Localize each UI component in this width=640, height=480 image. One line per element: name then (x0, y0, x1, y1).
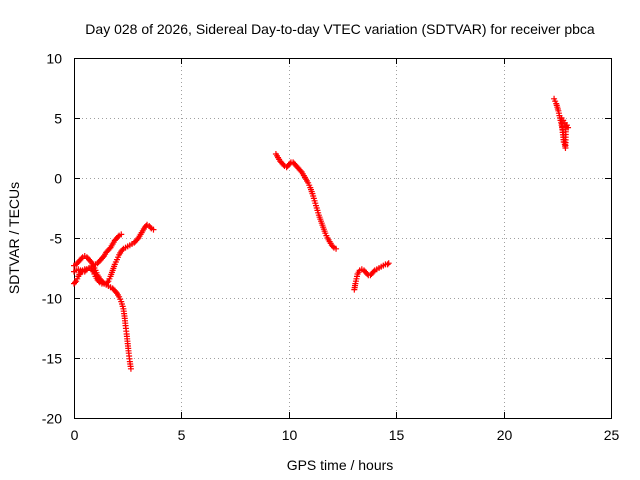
data-point (560, 139, 567, 145)
data-point (104, 279, 111, 286)
grid (74, 58, 611, 418)
axis-ticks: 0 5 10 15 20 25 -20 -15 -10 -5 0 5 10 (42, 51, 620, 444)
data-point (329, 243, 336, 250)
series-arc-5 (351, 260, 392, 293)
y-tick-label: -5 (50, 231, 63, 247)
chart-title: Day 028 of 2026, Sidereal Day-to-day VTE… (85, 21, 595, 37)
data-point (370, 268, 377, 275)
y-tick-label: 0 (54, 171, 62, 187)
data-point (333, 245, 340, 252)
data-point (118, 231, 125, 238)
data-point (385, 260, 392, 267)
data-point (72, 279, 79, 286)
y-tick-label: -15 (42, 351, 62, 367)
y-tick-label: -10 (42, 291, 62, 307)
data-point (78, 255, 85, 262)
data-point (119, 247, 126, 253)
data-points (71, 95, 572, 372)
series-arc-2 (71, 221, 157, 287)
y-tick-label: 10 (46, 51, 62, 67)
y-tick-label: -20 (42, 411, 62, 427)
x-tick-label: 20 (497, 427, 513, 443)
series-arc-6 (551, 95, 572, 151)
data-point (82, 267, 89, 274)
x-tick-label: 10 (282, 427, 298, 443)
data-point (280, 161, 287, 168)
y-axis-label: SDTVAR / TECUs (6, 182, 22, 294)
data-point (147, 224, 154, 231)
x-tick-label: 25 (604, 427, 620, 443)
data-point (384, 261, 391, 268)
data-point (127, 365, 134, 372)
x-tick-label: 15 (389, 427, 405, 443)
data-point (150, 226, 157, 233)
x-tick-label: 5 (178, 427, 186, 443)
x-axis-label: GPS time / hours (287, 457, 394, 473)
series-arc-3 (71, 231, 125, 275)
x-tick-label: 0 (71, 427, 79, 443)
y-tick-label: 5 (54, 111, 62, 127)
data-point (115, 233, 122, 240)
series-arc-4 (272, 151, 340, 252)
